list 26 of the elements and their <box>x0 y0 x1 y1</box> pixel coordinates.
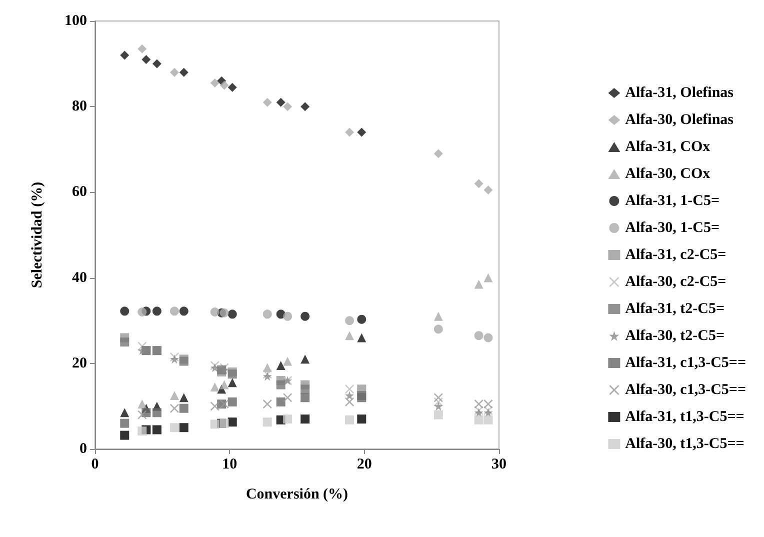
y-tick-label: 100 <box>64 13 87 29</box>
legend-label: Alfa-31, c1,3-C5== <box>625 355 746 371</box>
x-tick-label: 20 <box>356 456 372 472</box>
x-tick-label: 0 <box>91 456 99 472</box>
legend-label: Alfa-30, COx <box>625 166 711 182</box>
x-tick-label: 30 <box>492 456 506 472</box>
legend-label: Alfa-30, 1-C5= <box>625 220 720 236</box>
y-tick-label: 20 <box>72 355 87 372</box>
legend-label: Alfa-30, c2-C5= <box>625 274 726 290</box>
legend-label: Alfa-31, t2-C5= <box>625 301 725 317</box>
legend-label: Alfa-30, Olefinas <box>625 112 734 128</box>
y-tick-label: 0 <box>80 441 87 457</box>
y-tick-label: 60 <box>72 184 87 200</box>
legend-label: Alfa-31, t1,3-C5== <box>625 409 744 425</box>
legend-label: Alfa-30, t1,3-C5== <box>625 436 744 452</box>
x-tick-label: 10 <box>222 456 238 472</box>
y-axis-title: Selectividad (%) <box>30 182 46 288</box>
legend-label: Alfa-31, Olefinas <box>625 85 734 101</box>
y-tick-label: 80 <box>72 98 87 115</box>
legend-label: Alfa-31, COx <box>625 139 711 155</box>
legend-label: Alfa-30, c1,3-C5== <box>625 382 746 398</box>
legend-label: Alfa-30, t2-C5= <box>625 328 725 344</box>
legend-label: Alfa-31, 1-C5= <box>625 193 720 209</box>
x-axis-title: Conversión (%) <box>246 486 348 502</box>
y-tick-label: 40 <box>72 270 87 286</box>
legend-label: Alfa-31, c2-C5= <box>625 247 726 263</box>
